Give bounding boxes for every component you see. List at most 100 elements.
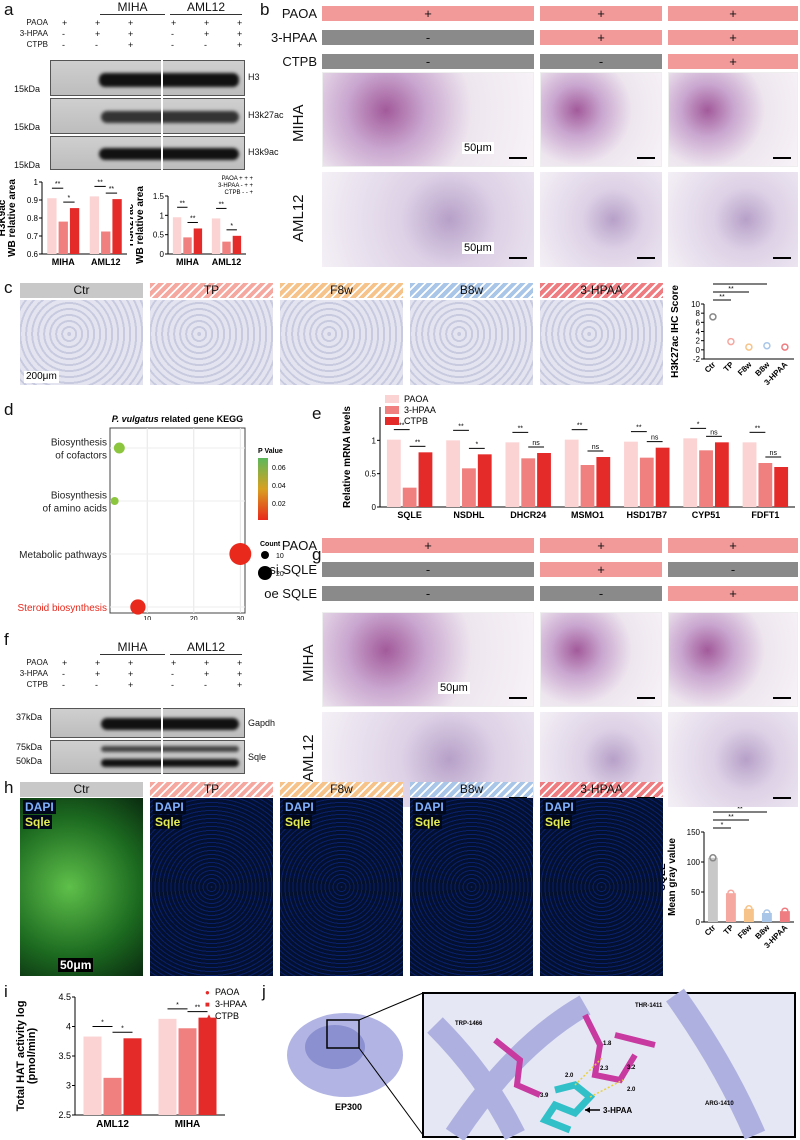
sign: - [204, 40, 207, 50]
colorbar-tick: 0.02 [272, 501, 286, 508]
bar-3-hpaa [222, 241, 231, 254]
significance-label: ** [399, 423, 405, 430]
y-tick-label: of amino acids [43, 504, 107, 515]
condition-bar: + [668, 30, 798, 45]
cell-row-label: MIHA [290, 104, 307, 143]
bubble [229, 543, 252, 565]
bar-3-hpaa [699, 450, 713, 507]
y-tick-label: 0 [696, 918, 701, 927]
bar-paoa [742, 442, 757, 507]
bar-ctpb [69, 208, 80, 254]
legend-marker: ■ [205, 1000, 210, 1009]
row-label: 3-HPAA [19, 29, 48, 38]
significance-label: ** [109, 186, 115, 193]
y-tick-label: 4.5 [58, 992, 71, 1002]
sign: + [95, 18, 101, 28]
data-point [745, 343, 753, 351]
scale-label: 50μm [462, 242, 494, 254]
y-tick-label: 150 [687, 828, 701, 837]
scale-bar [637, 157, 655, 159]
y-axis-label: Relative mRNA levels [342, 406, 353, 508]
y-tick-label: 0.6 [27, 250, 39, 259]
y-tick-label: 1.5 [153, 192, 165, 201]
bar-ctpb [193, 228, 203, 254]
legend-label: PAOA [404, 394, 428, 404]
y-axis-label: (pmol/min) [26, 1028, 38, 1085]
bar-3-hpaa [178, 1028, 197, 1115]
legend-row: 3-HPAA - + + [218, 183, 253, 189]
legend-title: Count [260, 541, 281, 548]
bar-paoa [446, 440, 461, 507]
group-header: TP [150, 283, 273, 298]
bar-ctpb [596, 457, 611, 507]
stain-label-dapi: DAPI [413, 800, 446, 814]
residue-label: ARG-1410 [705, 1101, 734, 1107]
legend-marker: ● [205, 988, 210, 997]
blot-h3 [50, 60, 245, 96]
x-tick-label: Ctr [703, 360, 718, 375]
bar-ctpb [714, 442, 729, 507]
panel-label-a: a [4, 0, 14, 19]
sign: - [171, 669, 174, 679]
significance-label: ** [219, 201, 225, 208]
cell-label-miha: MIHA [100, 640, 165, 655]
significance-label: ** [728, 286, 734, 293]
sign: - [62, 669, 65, 679]
y-axis-label: H3K27ac IHC Score [670, 285, 681, 378]
y-tick-label: 10 [691, 300, 700, 309]
micrograph [668, 72, 798, 167]
sign: - [171, 680, 174, 690]
x-tick-label: AML12 [91, 257, 121, 267]
mw-marker: 50kDa [16, 756, 43, 766]
significance-label: ** [97, 179, 103, 186]
data-point [727, 337, 735, 346]
blot-gapdh [50, 708, 245, 738]
significance-label: * [721, 822, 724, 829]
data-point [727, 889, 735, 897]
colorbar-tick: 0.04 [272, 483, 286, 490]
row-label: CTPB [26, 680, 48, 689]
bar [761, 913, 772, 922]
sign: + [171, 658, 177, 668]
plot-frame [109, 427, 246, 614]
bar-3-hpaa [402, 487, 417, 507]
micrograph [668, 612, 798, 707]
micrograph [668, 172, 798, 267]
distance-label: 2.3 [600, 1066, 609, 1072]
sign: + [95, 658, 101, 668]
sign: + [237, 18, 243, 28]
bar-paoa [386, 439, 401, 507]
significance-label: * [68, 195, 71, 202]
cell-label-aml12: AML12 [170, 0, 242, 15]
row-label: PAOA [26, 658, 48, 667]
group-header: Ctr [20, 782, 143, 797]
scale-bar [773, 157, 791, 159]
y-tick-label: Steroid biosynthesis [18, 603, 108, 614]
legend-label: CTPB [215, 1011, 239, 1021]
x-tick-label: MIHA [176, 257, 199, 267]
ihc-image [280, 300, 403, 385]
bar-paoa [47, 198, 57, 254]
y-tick-label: 3.5 [58, 1051, 71, 1061]
bar-ctpb [655, 447, 670, 507]
significance-label: ns [651, 435, 659, 442]
stain-label-sqle: Sqle [23, 815, 53, 829]
x-tick-label: 30 [236, 616, 244, 620]
bubble [113, 442, 125, 454]
row-label: 3-HPAA [271, 30, 317, 45]
bar-3-hpaa [58, 221, 68, 254]
residue-sticks [493, 1013, 656, 1098]
row-label: PAOA [281, 6, 317, 21]
y-tick-label: 3 [66, 1081, 71, 1091]
bar-paoa [505, 442, 520, 507]
binding-site-box [326, 1019, 360, 1049]
data-point [763, 909, 771, 917]
scale-bar [509, 157, 527, 159]
condition-bar: - [322, 562, 534, 577]
row-label: CTPB [26, 40, 48, 49]
legend-label: PAOA [215, 987, 239, 997]
legend-swatch [385, 395, 399, 403]
x-tick-label: DHCR24 [510, 510, 546, 520]
